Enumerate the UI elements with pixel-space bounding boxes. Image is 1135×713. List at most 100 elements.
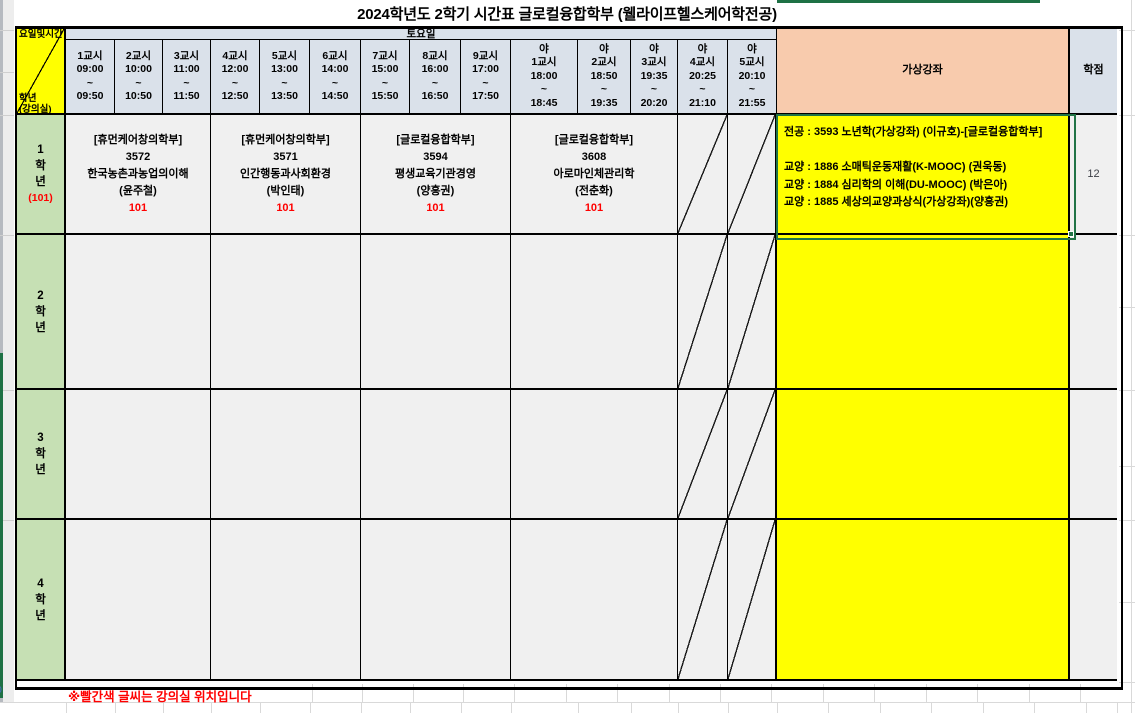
- night-period-header-cell-5[interactable]: 야 5교시 20:10 ~ 21:55: [728, 40, 777, 115]
- period-start: 18:50: [590, 69, 618, 82]
- virtual-course-header-cell[interactable]: 가상강좌: [777, 29, 1070, 115]
- gridline: [163, 702, 164, 713]
- period-end: 17:50: [472, 90, 499, 102]
- footer-note[interactable]: ※빨간색 글씨는 강의실 위치입니다: [68, 690, 252, 704]
- night-label: 야: [697, 42, 708, 55]
- empty-course-cell[interactable]: [66, 520, 211, 681]
- period-tilde: ~: [540, 83, 548, 96]
- credits-cell-r4[interactable]: [1070, 520, 1117, 681]
- empty-course-cell[interactable]: [211, 390, 361, 520]
- diagonal-cell[interactable]: [678, 115, 728, 235]
- grade-cell-3[interactable]: 3 학년: [17, 390, 66, 520]
- gridline: [115, 702, 116, 713]
- credits-header-cell[interactable]: 학점: [1070, 29, 1117, 115]
- period-tilde: ~: [86, 76, 94, 89]
- period-header-cell-8[interactable]: 8교시 16:00 ~ 16:50: [410, 40, 461, 115]
- period-header-cell-6[interactable]: 6교시 14:00 ~ 14:50: [310, 40, 361, 115]
- gridline: [1119, 602, 1135, 603]
- gridline: [0, 30, 14, 31]
- empty-course-cell[interactable]: [361, 520, 511, 681]
- credits-value: 12: [1087, 168, 1100, 180]
- gridline: [1131, 0, 1132, 713]
- course-prof: (전춘화): [575, 184, 613, 197]
- period-header-cell-9[interactable]: 9교시 17:00 ~ 17:50: [461, 40, 511, 115]
- period-header-cell-2[interactable]: 2교시 10:00 ~ 10:50: [115, 40, 163, 115]
- night-period-header-cell-2[interactable]: 야 2교시 18:50 ~ 19:35: [578, 40, 631, 115]
- diagonal-cell[interactable]: [728, 390, 777, 520]
- period-start: 17:00: [472, 63, 499, 75]
- diagonal-cell[interactable]: [728, 115, 777, 235]
- gridline: [880, 702, 881, 713]
- gridline: [977, 684, 978, 702]
- night-label: 야: [649, 42, 659, 55]
- period-label: 1교시: [531, 56, 557, 69]
- course-cell[interactable]: [휴먼케어창의학부] 3571 인간행동과사회환경 (박인태) 101: [211, 115, 361, 235]
- period-start: 14:00: [321, 63, 349, 75]
- empty-course-cell[interactable]: [511, 520, 678, 681]
- empty-course-cell[interactable]: [211, 520, 361, 681]
- period-header-cell-5[interactable]: 5교시 13:00 ~ 13:50: [260, 40, 310, 115]
- course-cell[interactable]: [글로컬융합학부] 3608 아로마인체관리학 (전춘화) 101: [511, 115, 678, 235]
- row-header-strip: [0, 0, 14, 702]
- period-label: 2교시: [125, 49, 152, 62]
- diagonal-cell[interactable]: [678, 390, 728, 520]
- grade-room: (101): [28, 192, 53, 204]
- period-start: 09:00: [76, 63, 104, 75]
- night-period-header-cell-3[interactable]: 야 3교시 19:35 ~ 20:20: [631, 40, 678, 115]
- empty-course-cell[interactable]: [511, 390, 678, 520]
- period-tilde: ~: [381, 76, 389, 89]
- gridline: [511, 702, 512, 713]
- grade-number: 3: [37, 432, 44, 444]
- empty-course-cell[interactable]: [361, 235, 511, 390]
- empty-course-cell[interactable]: [211, 235, 361, 390]
- diagonal-cell[interactable]: [678, 520, 728, 681]
- empty-course-cell[interactable]: [511, 235, 678, 390]
- period-label: 4교시: [222, 49, 248, 62]
- period-end: 14:50: [321, 90, 349, 102]
- gridline: [823, 684, 824, 702]
- course-code: 3608: [581, 150, 607, 163]
- course-room: 101: [128, 201, 148, 214]
- corner-cell[interactable]: 요일및시간 학년 (강의실): [17, 29, 66, 115]
- empty-course-cell[interactable]: [66, 235, 211, 390]
- grade-text: 학년: [35, 593, 46, 622]
- gridline: [0, 702, 1135, 703]
- course-room: 101: [276, 201, 295, 214]
- grade-cell-1[interactable]: 1 학년 (101): [17, 115, 66, 235]
- gridline: [1117, 702, 1118, 713]
- night-period-header-cell-1[interactable]: 야 1교시 18:00 ~ 18:45: [511, 40, 578, 115]
- gridline: [0, 520, 14, 521]
- course-dept: [글로컬융합학부]: [554, 133, 634, 146]
- diagonal-cell[interactable]: [728, 235, 777, 390]
- course-cell[interactable]: [휴먼케어창의학부] 3572 한국농촌과농업의이해 (윤주철) 101: [66, 115, 211, 235]
- empty-course-cell[interactable]: [361, 390, 511, 520]
- period-start: 18:00: [530, 69, 558, 82]
- night-period-header-cell-4[interactable]: 야 4교시 20:25 ~ 21:10: [678, 40, 728, 115]
- saturday-header-cell[interactable]: 토요일: [66, 29, 777, 40]
- period-header-cell-1[interactable]: 1교시 09:00 ~ 09:50: [66, 40, 115, 115]
- grade-cell-2[interactable]: 2 학년: [17, 235, 66, 390]
- course-prof: (양흥권): [416, 184, 455, 197]
- credits-cell-r1[interactable]: 12: [1070, 115, 1117, 235]
- virtual-course-cell-r1[interactable]: 전공 : 3593 노년학(가상강좌) (이규호)-[글로컬융합학부] 교양 :…: [777, 115, 1070, 235]
- gridline: [720, 684, 721, 702]
- diagonal-cell[interactable]: [728, 520, 777, 681]
- period-header-cell-3[interactable]: 3교시 11:00 ~ 11:50: [163, 40, 211, 115]
- virtual-course-cell-r3[interactable]: [777, 390, 1070, 520]
- empty-course-cell[interactable]: [66, 390, 211, 520]
- diagonal-cell[interactable]: [678, 235, 728, 390]
- period-end: 12:50: [221, 90, 249, 102]
- gridline: [0, 235, 14, 236]
- period-header-cell-4[interactable]: 4교시 12:00 ~ 12:50: [211, 40, 260, 115]
- period-header-cell-7[interactable]: 7교시 15:00 ~ 15:50: [361, 40, 410, 115]
- gridline: [1119, 30, 1135, 31]
- credits-cell-r3[interactable]: [1070, 390, 1117, 520]
- virtual-line: 교양 : 1885 세상의교양과상식(가상강좌)(양흥권): [784, 196, 1008, 208]
- virtual-course-cell-r4[interactable]: [777, 520, 1070, 681]
- credits-cell-r2[interactable]: [1070, 235, 1117, 390]
- fill-handle[interactable]: [1068, 231, 1074, 237]
- period-label: 9교시: [472, 49, 499, 62]
- virtual-course-cell-r2[interactable]: [777, 235, 1070, 390]
- course-cell[interactable]: [글로컬융합학부] 3594 평생교육기관경영 (양흥권) 101: [361, 115, 511, 235]
- grade-cell-4[interactable]: 4 학년: [17, 520, 66, 681]
